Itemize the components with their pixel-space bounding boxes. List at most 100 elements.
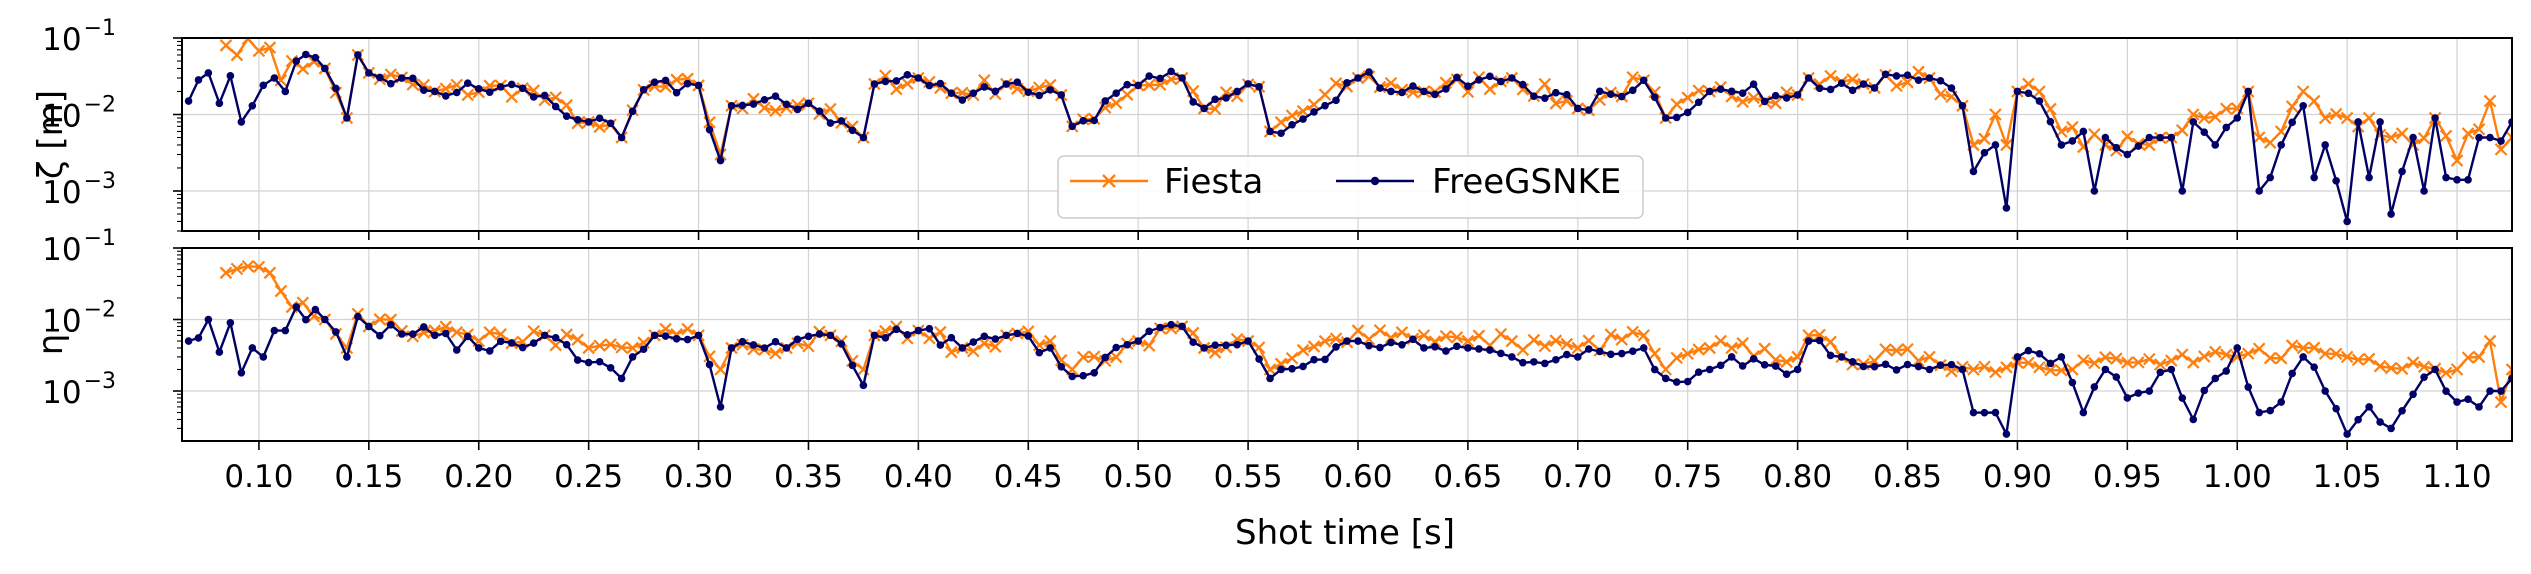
data-point-fiesta bbox=[1483, 82, 1497, 96]
data-point-freegsnke bbox=[2233, 344, 2242, 352]
data-point-freegsnke bbox=[2156, 133, 2165, 142]
data-point-fiesta bbox=[1604, 328, 1618, 341]
data-point-freegsnke bbox=[1617, 92, 1626, 101]
data-point-freegsnke bbox=[793, 335, 802, 344]
data-point-fiesta bbox=[1307, 340, 1321, 353]
data-point-fiesta bbox=[2494, 395, 2508, 409]
data-point-fiesta bbox=[1868, 354, 1881, 368]
data-point-freegsnke bbox=[1694, 368, 1703, 376]
data-point-fiesta bbox=[1560, 337, 1574, 351]
data-point-freegsnke bbox=[194, 334, 203, 342]
data-point-fiesta bbox=[1043, 78, 1057, 92]
data-point-fiesta bbox=[2450, 363, 2464, 376]
data-point-freegsnke bbox=[2057, 141, 2066, 149]
data-point-fiesta bbox=[1527, 333, 1541, 347]
data-point-fiesta bbox=[2186, 356, 2200, 369]
data-point-fiesta bbox=[978, 337, 991, 350]
data-point-freegsnke bbox=[782, 344, 791, 352]
data-point-freegsnke bbox=[1508, 353, 1516, 361]
data-point-freegsnke bbox=[1431, 90, 1439, 99]
data-point-freegsnke bbox=[1925, 74, 1934, 82]
data-point-freegsnke bbox=[2398, 406, 2406, 415]
data-point-freegsnke bbox=[595, 114, 604, 123]
data-point-freegsnke bbox=[914, 326, 923, 335]
data-point-freegsnke bbox=[1595, 347, 1604, 356]
data-point-fiesta bbox=[1659, 363, 1673, 376]
data-point-fiesta bbox=[2439, 366, 2453, 380]
data-point-freegsnke bbox=[562, 112, 571, 121]
data-point-fiesta bbox=[1703, 341, 1716, 355]
data-point-freegsnke bbox=[1870, 362, 1879, 371]
data-point-freegsnke bbox=[661, 76, 670, 85]
data-point-freegsnke bbox=[1167, 320, 1175, 329]
data-point-freegsnke bbox=[1552, 355, 1560, 364]
data-point-fiesta bbox=[1736, 95, 1749, 109]
data-point-freegsnke bbox=[2189, 118, 2198, 126]
data-point-freegsnke bbox=[518, 84, 527, 93]
data-point-fiesta bbox=[241, 259, 255, 273]
data-point-freegsnke bbox=[2431, 114, 2439, 122]
data-point-freegsnke bbox=[925, 324, 934, 333]
data-point-fiesta bbox=[2186, 108, 2200, 121]
panel-2: 10−110−210−3η bbox=[31, 226, 2513, 450]
data-point-freegsnke bbox=[1903, 71, 1912, 79]
data-point-fiesta bbox=[1912, 65, 1925, 79]
data-point-fiesta bbox=[1208, 346, 1222, 359]
data-point-freegsnke bbox=[1178, 74, 1186, 82]
data-point-fiesta bbox=[296, 62, 310, 76]
data-point-freegsnke bbox=[2002, 204, 2011, 212]
data-point-freegsnke bbox=[1793, 91, 1802, 99]
data-point-fiesta bbox=[2505, 363, 2512, 376]
legend-label-fiesta: Fiesta bbox=[1164, 162, 1263, 202]
data-point-freegsnke bbox=[1189, 338, 1197, 346]
data-point-freegsnke bbox=[1101, 97, 1110, 105]
data-point-freegsnke bbox=[848, 126, 857, 135]
data-point-freegsnke bbox=[1969, 167, 1978, 176]
data-point-freegsnke bbox=[1727, 353, 1736, 361]
data-point-fiesta bbox=[2000, 138, 2013, 152]
data-point-fiesta bbox=[1153, 78, 1167, 92]
data-point-fiesta bbox=[1098, 101, 1112, 114]
data-point-fiesta bbox=[670, 73, 683, 86]
data-point-freegsnke bbox=[2211, 374, 2220, 383]
data-point-freegsnke bbox=[2420, 373, 2428, 381]
data-point-fiesta bbox=[1120, 88, 1134, 101]
data-point-freegsnke bbox=[1782, 370, 1791, 379]
data-point-fiesta bbox=[2318, 347, 2332, 360]
data-point-fiesta bbox=[1560, 94, 1574, 108]
data-point-fiesta bbox=[549, 91, 562, 104]
data-point-freegsnke bbox=[749, 100, 758, 108]
data-point-fiesta bbox=[2252, 131, 2266, 144]
data-point-freegsnke bbox=[1079, 117, 1088, 125]
data-point-freegsnke bbox=[1387, 338, 1395, 347]
data-point-freegsnke bbox=[184, 337, 193, 345]
data-point-freegsnke bbox=[881, 334, 890, 342]
data-point-freegsnke bbox=[1683, 377, 1692, 386]
data-point-freegsnke bbox=[441, 329, 450, 338]
data-point-fiesta bbox=[890, 82, 903, 96]
data-point-freegsnke bbox=[705, 125, 714, 134]
data-point-fiesta bbox=[879, 69, 892, 82]
data-point-fiesta bbox=[2208, 345, 2222, 359]
data-point-freegsnke bbox=[1705, 87, 1714, 96]
data-point-fiesta bbox=[2406, 356, 2420, 369]
data-point-freegsnke bbox=[2310, 363, 2318, 371]
data-point-fiesta bbox=[450, 325, 464, 339]
data-point-freegsnke bbox=[430, 331, 439, 340]
data-point-freegsnke bbox=[1211, 341, 1219, 349]
data-point-freegsnke bbox=[1464, 82, 1472, 90]
data-point-freegsnke bbox=[1123, 340, 1131, 349]
data-point-fiesta bbox=[2033, 360, 2046, 374]
data-point-freegsnke bbox=[1705, 365, 1714, 374]
data-point-fiesta bbox=[604, 338, 617, 351]
data-point-freegsnke bbox=[1365, 341, 1373, 350]
data-point-freegsnke bbox=[419, 323, 428, 331]
data-point-freegsnke bbox=[1837, 79, 1846, 88]
data-point-freegsnke bbox=[958, 344, 967, 352]
data-point-fiesta bbox=[2165, 354, 2178, 367]
data-point-freegsnke bbox=[738, 337, 747, 346]
data-point-freegsnke bbox=[925, 81, 934, 90]
data-point-fiesta bbox=[2274, 352, 2288, 365]
x-tick-label: 0.35 bbox=[774, 459, 843, 495]
data-point-freegsnke bbox=[1541, 359, 1549, 368]
